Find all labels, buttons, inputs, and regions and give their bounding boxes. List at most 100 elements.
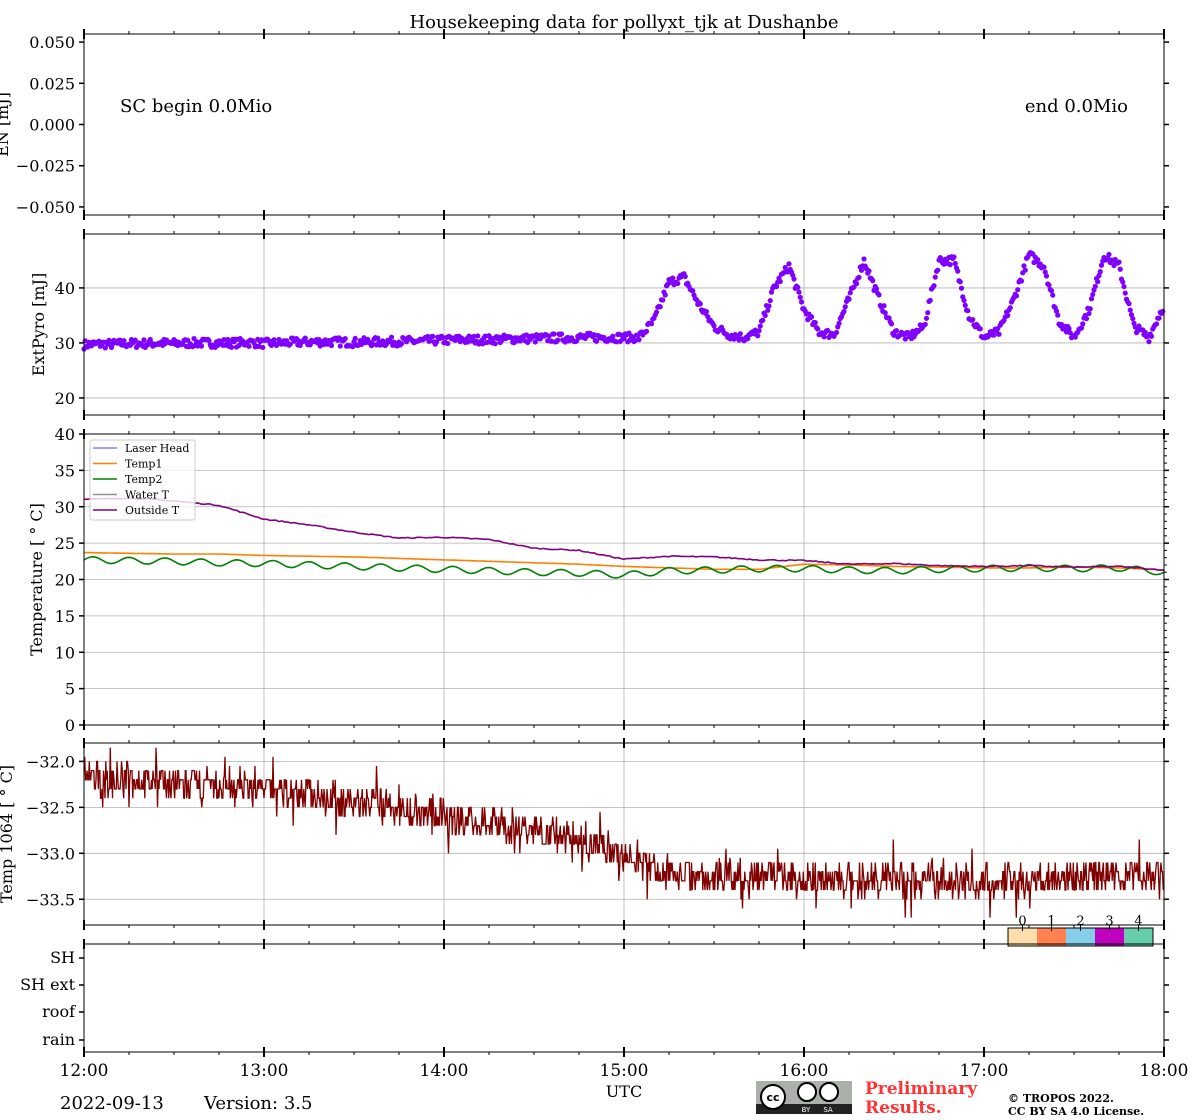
extpyro-point [962,302,968,308]
colorbar-tick-label: 1 [1047,914,1055,929]
extpyro-point [1117,266,1123,272]
panel-frame [83,233,1165,416]
extpyro-point [1153,321,1160,327]
extpyro-point [246,343,252,349]
date-label: 2022-09-13 [60,1093,164,1114]
extpyro-point [102,345,108,351]
extpyro-point [1121,283,1127,290]
extpyro-point [957,279,963,285]
y-tick-label: 5 [65,680,75,699]
extpyro-point [1078,325,1085,331]
extpyro-point [836,320,842,326]
colorbar-cell [1066,928,1095,946]
extpyro-point [873,286,880,292]
extpyro-point [485,339,491,345]
extpyro-point [613,339,620,345]
extpyro-point [797,294,803,300]
panel-status: SH SH ext roof rain 12:00 13:00 14:00 15:00 16:0… [20,914,1188,1081]
extpyro-point [711,323,717,329]
extpyro-point [440,335,446,341]
y-tick-label: 0.050 [29,33,75,52]
y-tick-label: −33.5 [26,890,75,909]
extpyro-point [1067,330,1073,336]
x-tick-label: 13:00 [240,1061,289,1081]
extpyro-point [825,327,831,334]
extpyro-point [430,333,436,340]
extpyro-point [755,333,761,339]
extpyro-point [1106,251,1112,258]
extpyro-point [1055,312,1061,318]
extpyro-point [856,274,862,280]
extpyro-point [762,312,768,319]
panel-frame [83,33,1165,216]
extpyro-point [328,342,335,349]
extpyro-point [1007,305,1013,311]
extpyro-point [636,337,642,343]
extpyro-point [555,337,561,343]
figure-title: Housekeeping data for pollyxt_tjk at Dus… [409,12,838,33]
extpyro-point [657,304,663,310]
y-axis-label: Temperature [ ° C] [27,503,46,656]
y-axis-label: EN [mJ] [0,92,12,157]
extpyro-point [798,299,805,305]
y-tick-label: −32.5 [26,798,75,817]
extpyro-point [1142,329,1148,335]
y-tick-label: −32.0 [26,752,75,771]
y-tick-label: 20 [55,389,75,408]
extpyro-point [922,321,928,328]
panel-frame [83,742,1165,926]
extpyro-point [1048,288,1055,294]
extpyro-point [643,328,650,334]
extpyro-point [287,341,293,347]
extpyro-point [1018,278,1025,284]
extpyro-point [881,303,887,309]
extpyro-point [767,298,773,304]
extpyro-point [1005,312,1011,319]
extpyro-point [833,329,840,336]
colorbar-cell [1008,928,1037,946]
extpyro-point [777,278,783,285]
extpyro-point [198,343,205,349]
extpyro-point [757,323,763,329]
extpyro-point [760,317,766,323]
extpyro-point [796,289,802,295]
y-tick-label: 40 [55,425,75,444]
extpyro-point [508,335,515,341]
extpyro-point [847,290,853,296]
extpyro-point [991,332,997,338]
extpyro-point [1126,301,1132,307]
extpyro-point [675,280,681,286]
extpyro-point [1120,279,1126,285]
extpyro-point [593,338,600,344]
y-tick-label: 0.025 [29,74,75,93]
results-label: Results. [865,1098,942,1118]
extpyro-point [690,288,696,294]
legend-entry: Temp1 [125,458,162,471]
legend-entry: Water T [125,489,170,502]
extpyro-point [121,338,127,344]
extpyro-point [925,310,931,316]
extpyro-point [471,333,477,339]
y-axis-label: Temp 1064 [ ° C] [0,765,16,903]
extpyro-point [670,275,676,281]
extpyro-point [961,297,967,304]
extpyro-point [812,319,818,326]
extpyro-point [475,333,481,339]
colorbar-tick-label: 4 [1134,914,1142,929]
extpyro-point [697,301,703,307]
extpyro-point [398,341,405,347]
extpyro-point [821,334,827,340]
y-tick-label: 10 [55,643,75,662]
y-tick-label: 30 [55,498,75,517]
extpyro-point [1041,264,1047,270]
extpyro-point [662,292,668,298]
extpyro-point [271,337,277,343]
extpyro-point [876,292,882,298]
extpyro-point [1022,267,1028,273]
y-tick-label: −0.025 [16,157,75,176]
extpyro-point [206,338,212,344]
extpyro-point [221,336,227,343]
svg-text:BY: BY [802,1106,811,1114]
extpyro-point [492,341,498,347]
